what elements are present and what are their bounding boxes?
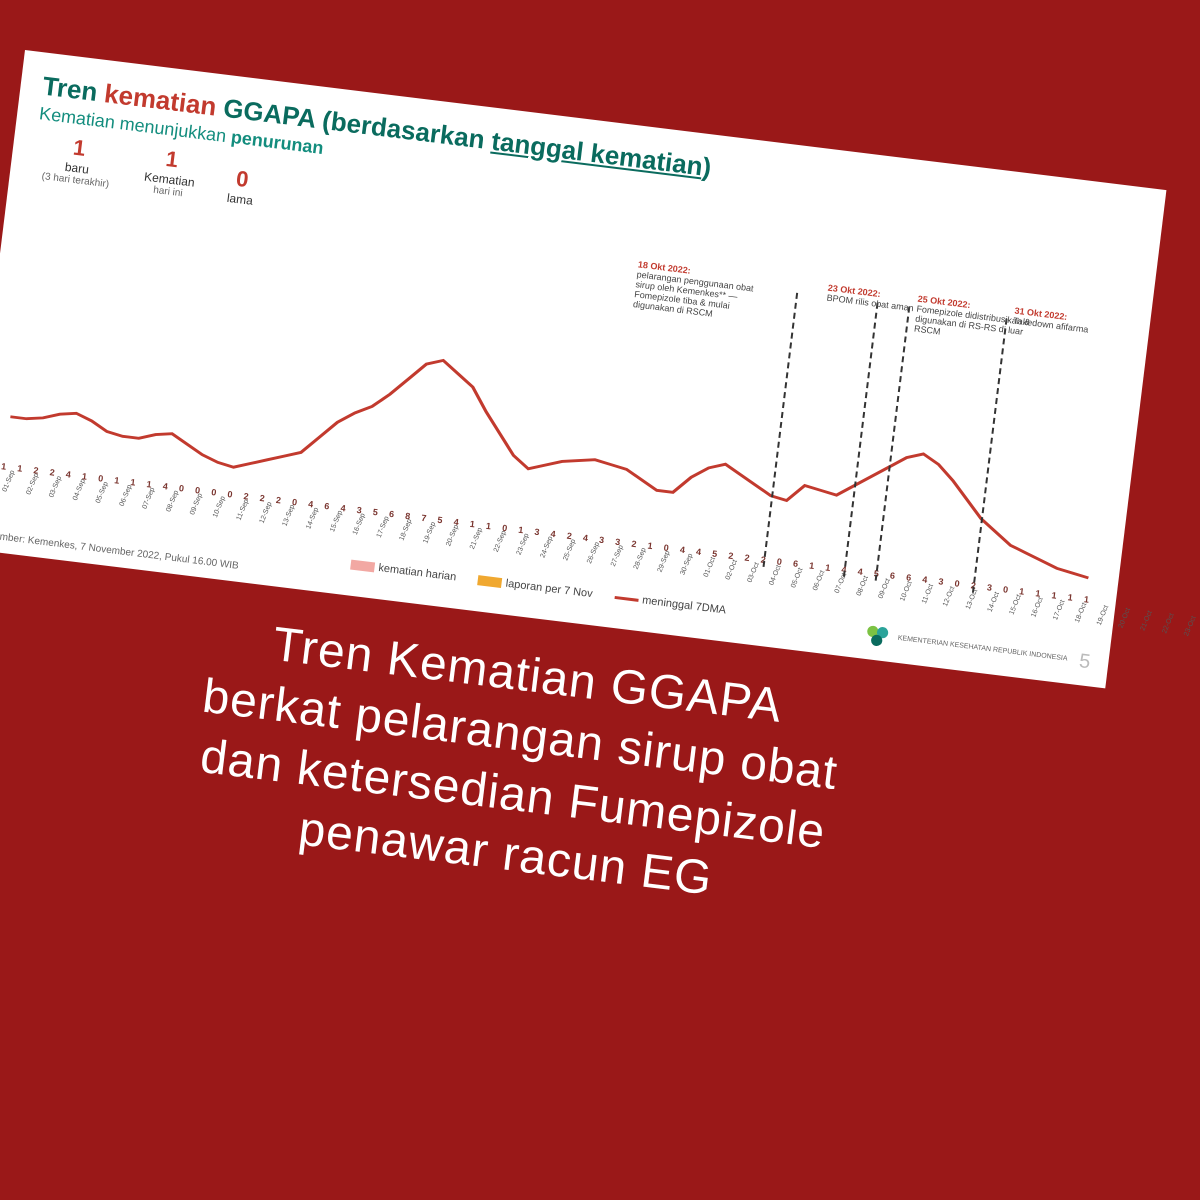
tilted-container: Tren kematian GGAPA (berdasarkan tanggal… [0,50,1166,954]
bar-value: 0 [1003,584,1009,595]
bar-value: 0 [227,489,233,500]
stat-number: 0 [228,165,257,194]
bar-value: 1 [1067,592,1073,603]
stat-item: 1 Kematian hari ini [142,144,199,201]
stat-item: 1 baru (3 hari terakhir) [41,131,115,190]
bar-value: 1 [647,541,653,552]
bar-value: 1 [809,560,815,571]
bar-value: 1 [17,463,23,474]
bar-value: 0 [954,578,960,589]
bar-value: 1 [825,562,831,573]
logo-icon [862,621,893,652]
bar-value: 3 [938,576,944,587]
bar-value: 0 [178,483,184,494]
bar-value: 0 [211,487,217,498]
bar-value: 3 [534,527,540,538]
bar-value: 2 [275,495,281,506]
bar-value: 5 [372,507,378,518]
bar-value: 4 [65,469,71,480]
title-pre: Tren [41,71,106,108]
bar-value: 2 [631,539,637,550]
bar-value: 4 [695,547,701,558]
bar-value: 7 [421,513,427,524]
stat-item: 0 lama [226,165,257,208]
bar-value: 5 [712,549,718,560]
bar-value: 4 [162,481,168,492]
stat-label: lama [226,191,254,208]
bar-value: 6 [388,509,394,520]
bar-value: 2 [49,467,55,478]
bar-value: 1 [114,475,120,486]
logo-text: KEMENTERIAN KESEHATAN REPUBLIK INDONESIA [897,635,1068,663]
bar-value: 1 [485,521,491,532]
bar-value: 4 [582,533,588,544]
bar-value: 2 [744,553,750,564]
bar-value: 4 [922,574,928,585]
bar-value: 5 [437,515,443,526]
bar-value: 4 [679,545,685,556]
page-number: 5 [1078,650,1092,674]
bar-value: 6 [324,501,330,512]
chart-card: Tren kematian GGAPA (berdasarkan tanggal… [0,50,1166,688]
bar-value: 1 [1051,590,1057,601]
bar-value: 2 [259,493,265,504]
bar-value: 1 [1019,586,1025,597]
bar-value: 6 [889,570,895,581]
bar-value: 1 [469,519,475,530]
bar-value: 3 [599,535,605,546]
bar-value: 3 [986,582,992,593]
bar-value: 1 [1,461,7,472]
bar-value: 1 [1083,594,1089,605]
